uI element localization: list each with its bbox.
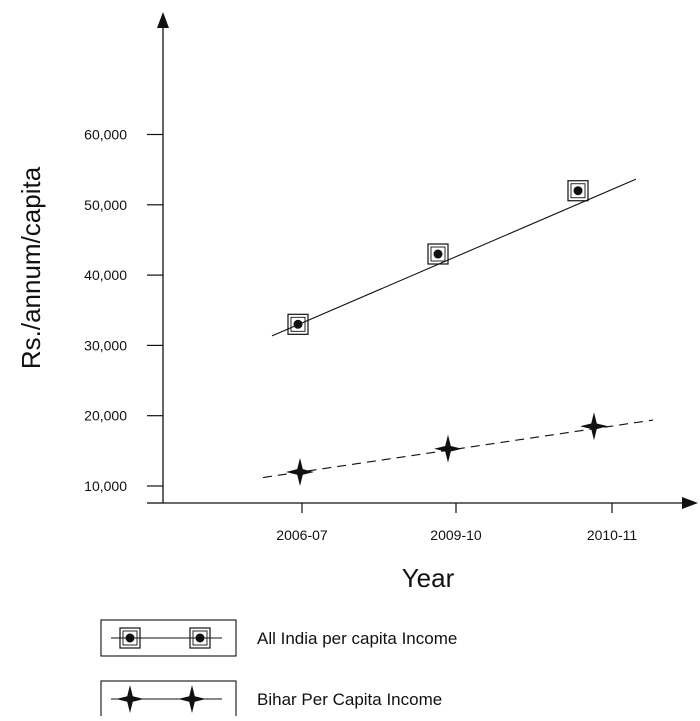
- y-axis-title: Rs./annum/capita: [16, 166, 46, 369]
- legend: All India per capita Income Bihar Per Cap…: [100, 619, 457, 718]
- data-point-all-india: [287, 313, 309, 335]
- data-point-bihar: [434, 434, 462, 463]
- y-tick-label: 60,000: [84, 127, 127, 143]
- y-ticks: 60,000 50,000 40,000 30,000 20,000 10,000: [84, 127, 163, 494]
- data-point-bihar: [580, 412, 608, 441]
- x-tick-label: 2009-10: [430, 527, 482, 543]
- data-point-bihar: [286, 457, 314, 486]
- all-india-trend-line: [271, 178, 637, 337]
- axes: [147, 12, 698, 509]
- legend-item-all-india: All India per capita Income: [100, 619, 457, 657]
- y-tick-label: 50,000: [84, 197, 127, 213]
- x-axis-title: Year: [402, 563, 455, 593]
- x-axis-arrow: [682, 497, 698, 509]
- y-tick-label: 40,000: [84, 267, 127, 283]
- data-point-all-india: [567, 180, 589, 202]
- y-tick-label: 30,000: [84, 337, 127, 353]
- legend-marker: [178, 685, 206, 713]
- legend-marker: [116, 685, 144, 713]
- y-tick-label: 10,000: [84, 478, 127, 494]
- legend-marker: [119, 627, 141, 649]
- legend-label: All India per capita Income: [257, 629, 457, 648]
- y-tick-label: 20,000: [84, 408, 127, 424]
- legend-item-bihar: Bihar Per Capita Income: [100, 680, 442, 718]
- data-point-all-india: [427, 243, 449, 265]
- x-tick-label: 2010-11: [587, 527, 638, 543]
- legend-label: Bihar Per Capita Income: [257, 690, 442, 709]
- series-group: [262, 178, 654, 486]
- x-ticks: 2006-07 2009-10 2010-11: [276, 503, 637, 543]
- legend-marker: [189, 627, 211, 649]
- x-tick-label: 2006-07: [276, 527, 328, 543]
- y-axis-arrow: [157, 12, 169, 28]
- legend-swatch-box: [100, 619, 237, 657]
